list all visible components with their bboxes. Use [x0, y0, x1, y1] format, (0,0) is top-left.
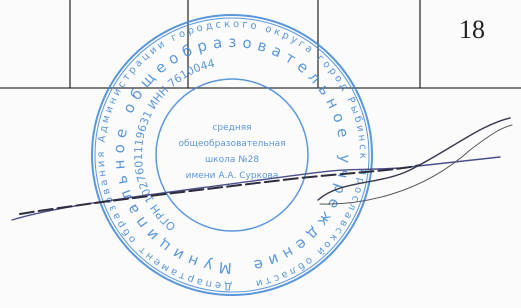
stamp-center-line: школа №28 — [205, 155, 259, 165]
signature — [12, 118, 512, 220]
document: 18 Департамент образования Администрации… — [0, 0, 521, 308]
signature-stroke — [12, 157, 500, 220]
stamp-center-line: общеобразовательная — [178, 139, 285, 149]
page-number: 18 — [459, 15, 485, 44]
page: 18 Департамент образования Администрации… — [0, 0, 521, 308]
stamp-center-line: средняя — [212, 123, 251, 133]
stamp-center: средняя общеобразовательная школа №28 им… — [178, 123, 285, 181]
stamp: Департамент образования Администрации го… — [92, 15, 372, 295]
